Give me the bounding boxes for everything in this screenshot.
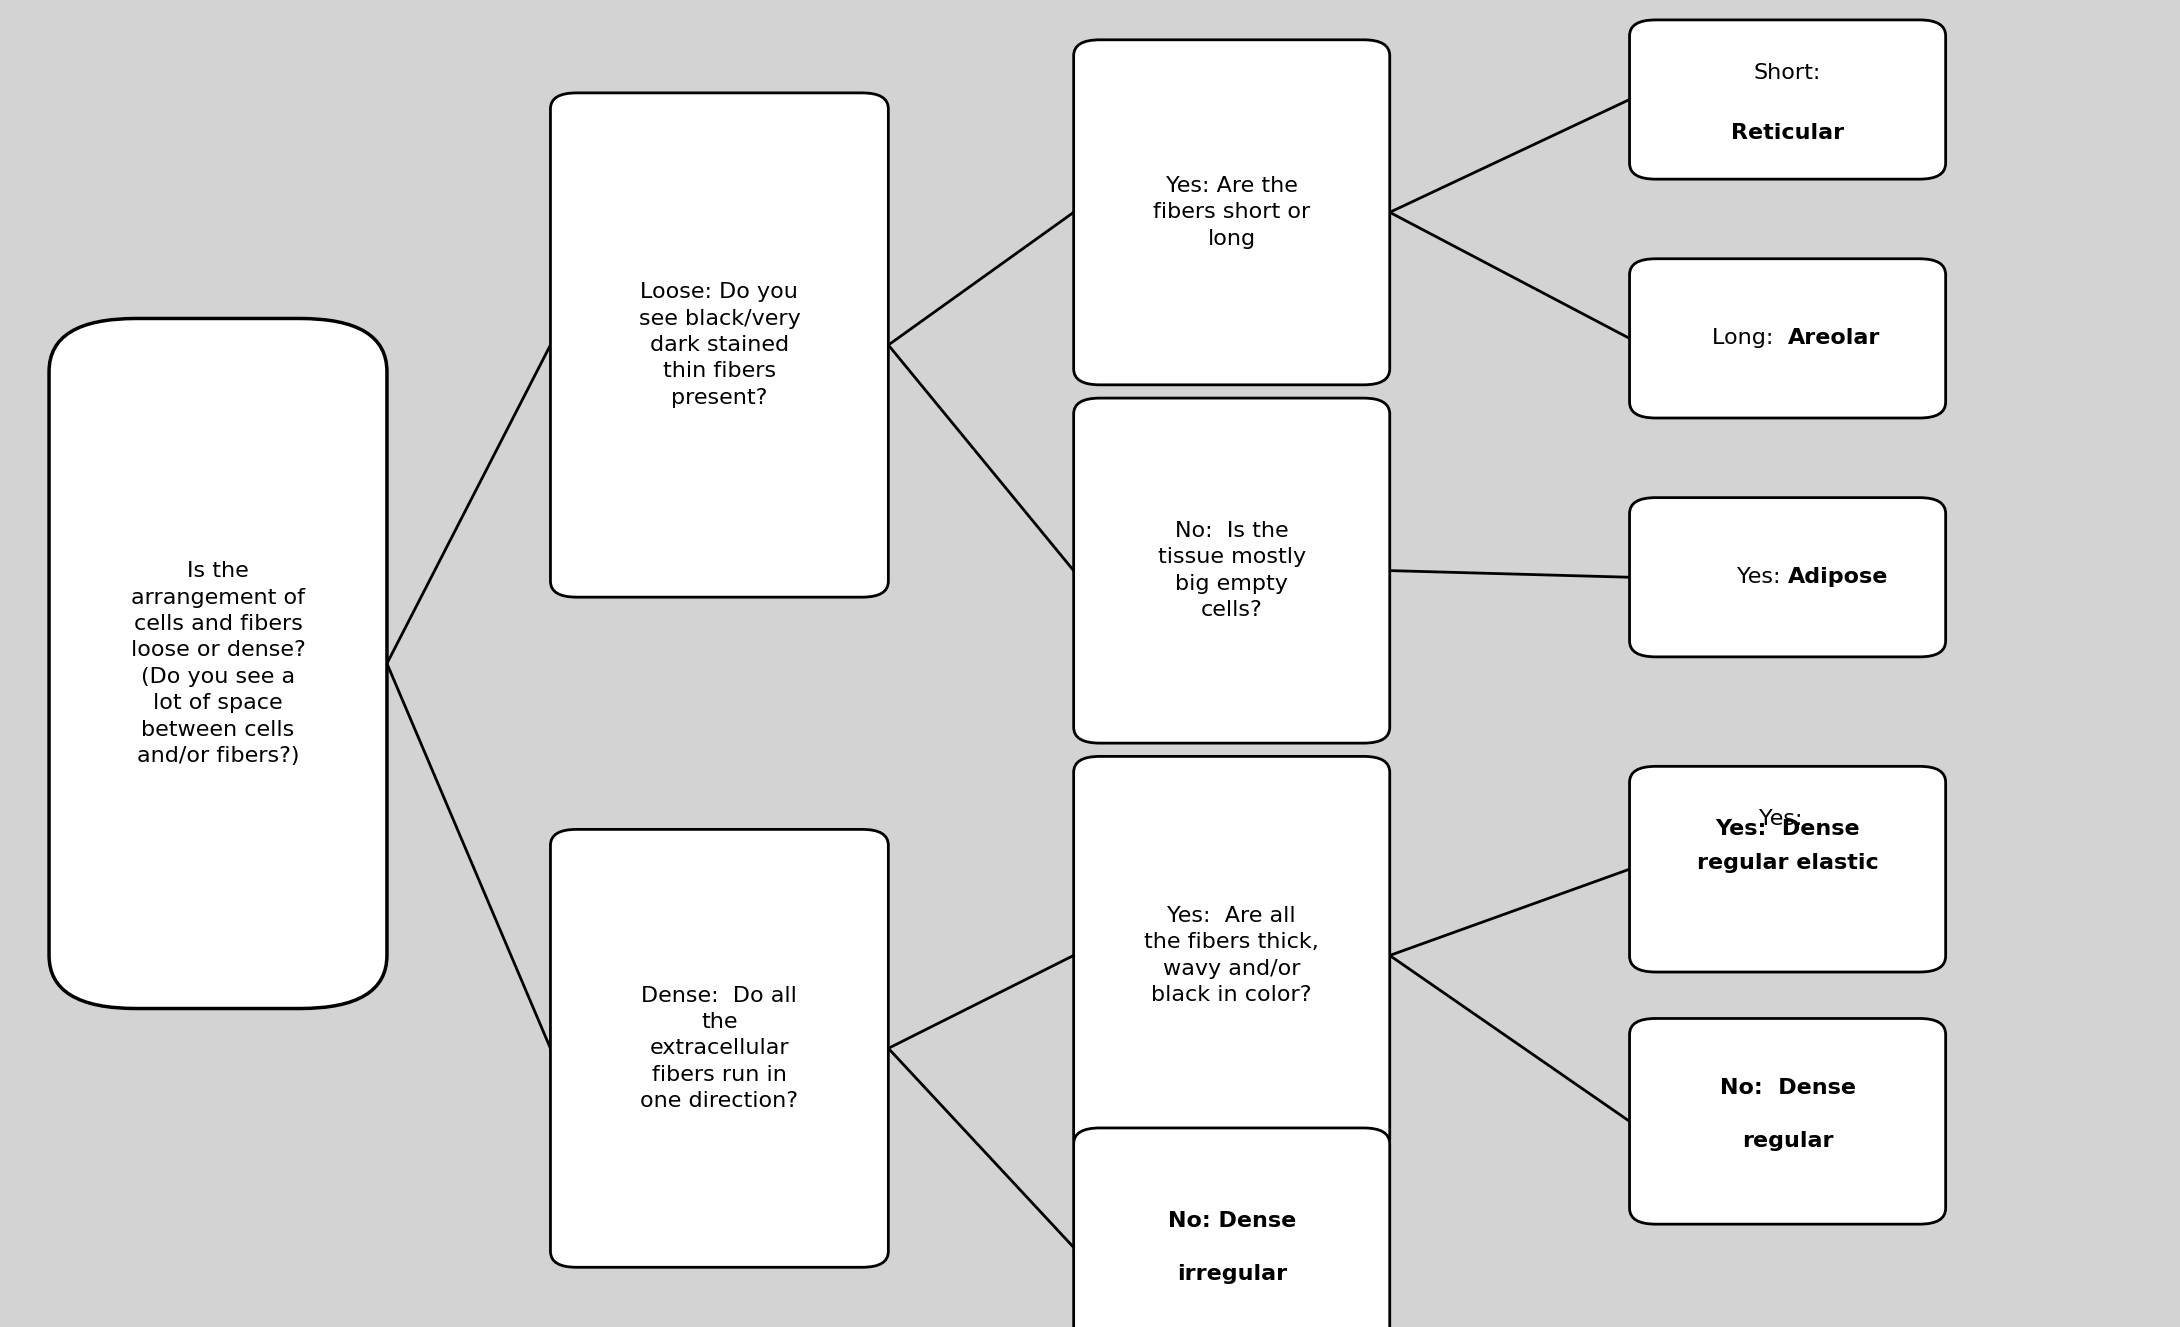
Text: Yes:: Yes: (1759, 808, 1816, 829)
FancyBboxPatch shape (1631, 766, 1945, 971)
FancyBboxPatch shape (50, 318, 388, 1009)
FancyBboxPatch shape (1631, 259, 1945, 418)
FancyBboxPatch shape (1073, 756, 1391, 1154)
Text: Yes:  Are all
the fibers thick,
wavy and/or
black in color?: Yes: Are all the fibers thick, wavy and/… (1144, 906, 1319, 1005)
Text: Dense:  Do all
the
extracellular
fibers run in
one direction?: Dense: Do all the extracellular fibers r… (641, 986, 798, 1111)
Text: Short:: Short: (1755, 62, 1820, 84)
FancyBboxPatch shape (552, 829, 889, 1267)
Text: Yes: Are the
fibers short or
long: Yes: Are the fibers short or long (1153, 176, 1310, 248)
FancyBboxPatch shape (1631, 498, 1945, 657)
Text: Adipose: Adipose (1788, 567, 1888, 588)
FancyBboxPatch shape (1073, 40, 1391, 385)
Text: Yes:: Yes: (1737, 567, 1788, 588)
Text: No:  Dense: No: Dense (1720, 1078, 1855, 1099)
Text: No: Dense: No: Dense (1168, 1210, 1295, 1231)
Text: Loose: Do you
see black/very
dark stained
thin fibers
present?: Loose: Do you see black/very dark staine… (639, 283, 800, 407)
Text: No:  Is the
tissue mostly
big empty
cells?: No: Is the tissue mostly big empty cells… (1158, 522, 1306, 620)
Text: regular: regular (1742, 1131, 1833, 1152)
FancyBboxPatch shape (1631, 1019, 1945, 1223)
Text: Yes:  Dense: Yes: Dense (1716, 819, 1860, 840)
Text: regular elastic: regular elastic (1696, 852, 1879, 873)
FancyBboxPatch shape (1073, 398, 1391, 743)
Text: Areolar: Areolar (1788, 328, 1879, 349)
Text: irregular: irregular (1177, 1263, 1286, 1285)
Text: Long:: Long: (1711, 328, 1788, 349)
Text: Is the
arrangement of
cells and fibers
loose or dense?
(Do you see a
lot of spac: Is the arrangement of cells and fibers l… (131, 561, 305, 766)
FancyBboxPatch shape (552, 93, 889, 597)
Text: Reticular: Reticular (1731, 122, 1844, 143)
FancyBboxPatch shape (1073, 1128, 1391, 1327)
FancyBboxPatch shape (1631, 20, 1945, 179)
